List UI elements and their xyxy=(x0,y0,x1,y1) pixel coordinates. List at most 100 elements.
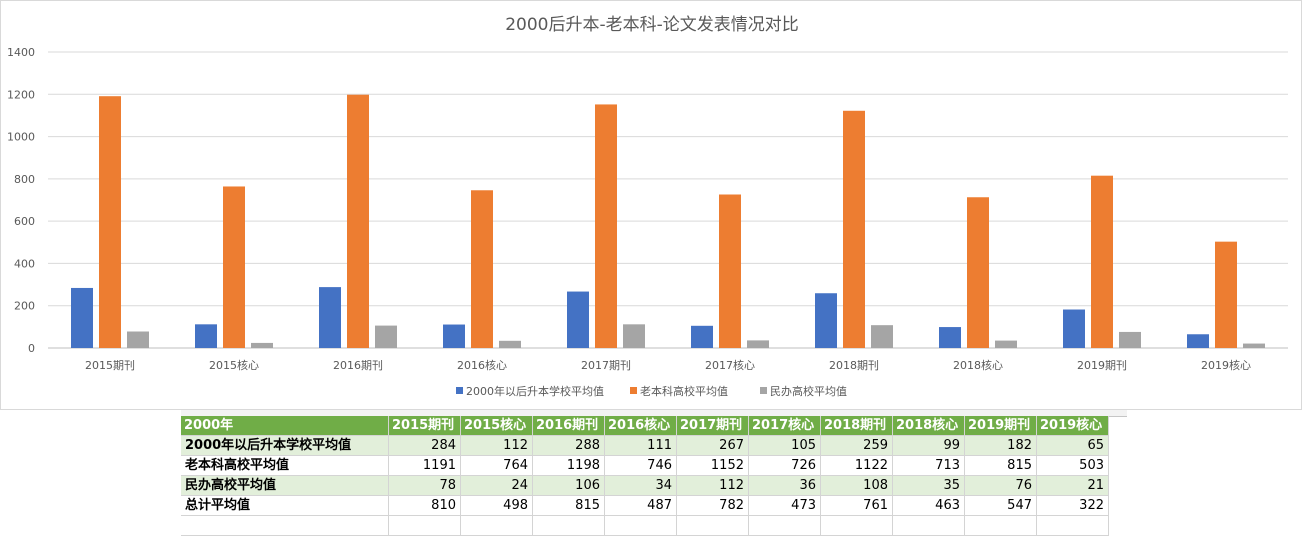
empty-cell[interactable] xyxy=(389,516,461,536)
value-cell[interactable]: 78 xyxy=(389,476,461,496)
bar-3-2015核心 xyxy=(251,342,273,348)
bar-2-2016期刊 xyxy=(347,94,369,348)
value-cell[interactable]: 503 xyxy=(1037,456,1109,476)
x-tick-label: 2018核心 xyxy=(953,358,1003,372)
value-cell[interactable]: 108 xyxy=(821,476,893,496)
value-cell[interactable]: 761 xyxy=(821,496,893,516)
header-cell[interactable]: 2015期刊 xyxy=(389,416,461,436)
y-tick-label: 200 xyxy=(14,300,35,313)
bar-3-2018期刊 xyxy=(871,325,893,348)
header-cell[interactable]: 2016核心 xyxy=(605,416,677,436)
header-cell[interactable]: 2017期刊 xyxy=(677,416,749,436)
bar-1-2017核心 xyxy=(691,325,713,348)
value-cell[interactable]: 111 xyxy=(605,436,677,456)
value-cell[interactable]: 76 xyxy=(965,476,1037,496)
value-cell[interactable]: 782 xyxy=(677,496,749,516)
value-cell[interactable]: 36 xyxy=(749,476,821,496)
bar-3-2018核心 xyxy=(995,340,1017,348)
chart-title: 2000后升本-老本科-论文发表情况对比 xyxy=(505,15,799,35)
empty-cell[interactable] xyxy=(749,516,821,536)
bar-2-2018核心 xyxy=(967,197,989,348)
value-cell[interactable]: 34 xyxy=(605,476,677,496)
empty-cell[interactable] xyxy=(893,516,965,536)
legend-swatch xyxy=(760,387,767,394)
bar-chart: 2000后升本-老本科-论文发表情况对比 0 200 400 600 800 1000 12… xyxy=(7,15,1288,398)
empty-cell[interactable] xyxy=(605,516,677,536)
bar-3-2017期刊 xyxy=(623,324,645,348)
empty-cell[interactable] xyxy=(965,516,1037,536)
value-cell[interactable]: 106 xyxy=(533,476,605,496)
x-tick-label: 2016期刊 xyxy=(333,359,383,372)
value-cell[interactable]: 815 xyxy=(965,456,1037,476)
value-cell[interactable]: 21 xyxy=(1037,476,1109,496)
value-cell[interactable]: 487 xyxy=(605,496,677,516)
empty-cell[interactable] xyxy=(1037,516,1109,536)
value-cell[interactable]: 713 xyxy=(893,456,965,476)
bar-3-2019期刊 xyxy=(1119,331,1141,348)
bar-1-2015核心 xyxy=(195,324,217,348)
bar-3-2017核心 xyxy=(747,340,769,348)
value-cell[interactable]: 1152 xyxy=(677,456,749,476)
value-cell[interactable]: 24 xyxy=(461,476,533,496)
value-cell[interactable]: 99 xyxy=(893,436,965,456)
table-row: 总计平均值 810 498 815 487 782 473 761 463 547 322 xyxy=(181,496,1127,516)
empty-cell[interactable] xyxy=(677,516,749,536)
bar-2-2017期刊 xyxy=(595,104,617,348)
x-tick-label: 2019核心 xyxy=(1201,358,1251,372)
header-cell[interactable]: 2019期刊 xyxy=(965,416,1037,436)
bar-2-2018期刊 xyxy=(843,110,865,348)
value-cell[interactable]: 810 xyxy=(389,496,461,516)
value-cell[interactable]: 1122 xyxy=(821,456,893,476)
empty-cell[interactable] xyxy=(181,516,389,536)
value-cell[interactable]: 547 xyxy=(965,496,1037,516)
y-tick-label: 400 xyxy=(14,257,35,270)
value-cell[interactable]: 815 xyxy=(533,496,605,516)
row-label-cell[interactable]: 民办高校平均值 xyxy=(181,476,389,496)
bar-2-2015期刊 xyxy=(99,96,121,348)
value-cell[interactable]: 288 xyxy=(533,436,605,456)
value-cell[interactable]: 267 xyxy=(677,436,749,456)
value-cell[interactable]: 65 xyxy=(1037,436,1109,456)
row-label-cell[interactable]: 老本科高校平均值 xyxy=(181,456,389,476)
bar-3-2019核心 xyxy=(1243,343,1265,348)
header-cell[interactable]: 2019核心 xyxy=(1037,416,1109,436)
value-cell[interactable]: 1191 xyxy=(389,456,461,476)
header-cell[interactable]: 2018期刊 xyxy=(821,416,893,436)
empty-cell[interactable] xyxy=(461,516,533,536)
value-cell[interactable]: 463 xyxy=(893,496,965,516)
table-row: 民办高校平均值 78 24 106 34 112 36 108 35 76 21 xyxy=(181,476,1127,496)
value-cell[interactable]: 473 xyxy=(749,496,821,516)
value-cell[interactable]: 322 xyxy=(1037,496,1109,516)
value-cell[interactable]: 284 xyxy=(389,436,461,456)
y-tick-label: 1000 xyxy=(7,131,35,144)
value-cell[interactable]: 259 xyxy=(821,436,893,456)
value-cell[interactable]: 726 xyxy=(749,456,821,476)
value-cell[interactable]: 112 xyxy=(677,476,749,496)
header-cell[interactable]: 2018核心 xyxy=(893,416,965,436)
header-cell[interactable]: 2017核心 xyxy=(749,416,821,436)
empty-row xyxy=(181,516,1127,536)
bar-1-2019核心 xyxy=(1187,334,1209,348)
value-cell[interactable]: 182 xyxy=(965,436,1037,456)
empty-cell[interactable] xyxy=(533,516,605,536)
x-tick-label: 2019期刊 xyxy=(1077,359,1127,372)
bar-2-2015核心 xyxy=(223,186,245,348)
x-tick-label: 2015期刊 xyxy=(85,359,135,372)
legend-label: 2000年以后升本学校平均值 xyxy=(466,384,604,398)
value-cell[interactable]: 746 xyxy=(605,456,677,476)
value-cell[interactable]: 764 xyxy=(461,456,533,476)
header-cell[interactable]: 2000年 xyxy=(181,416,389,436)
value-cell[interactable]: 105 xyxy=(749,436,821,456)
value-cell[interactable]: 498 xyxy=(461,496,533,516)
row-label-cell[interactable]: 总计平均值 xyxy=(181,496,389,516)
header-cell[interactable]: 2016期刊 xyxy=(533,416,605,436)
row-label-cell[interactable]: 2000年以后升本学校平均值 xyxy=(181,436,389,456)
empty-cell[interactable] xyxy=(821,516,893,536)
header-cell[interactable]: 2015核心 xyxy=(461,416,533,436)
value-cell[interactable]: 112 xyxy=(461,436,533,456)
bar-1-2019期刊 xyxy=(1063,309,1085,348)
y-tick-label: 1400 xyxy=(7,46,35,59)
value-cell[interactable]: 1198 xyxy=(533,456,605,476)
table-row: 老本科高校平均值 1191 764 1198 746 1152 726 1122 713 815 5… xyxy=(181,456,1127,476)
value-cell[interactable]: 35 xyxy=(893,476,965,496)
